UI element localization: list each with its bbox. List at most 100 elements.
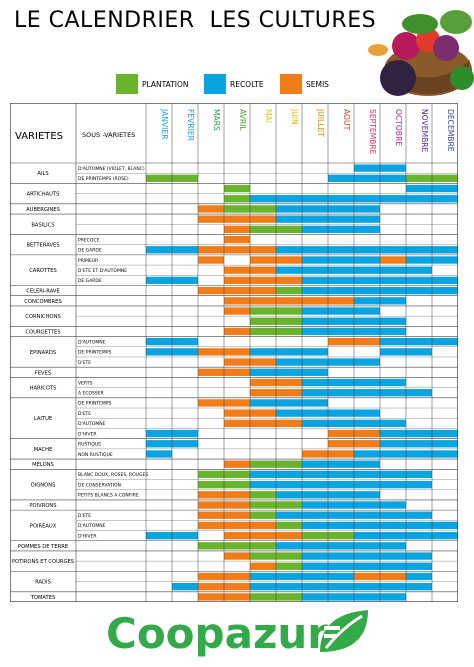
calendar-cell-recolte (302, 593, 328, 601)
calendar-cell-semis (224, 297, 250, 305)
variety-label: BASILICS (31, 222, 54, 228)
calendar-cell-recolte (302, 583, 328, 591)
calendar-cell-recolte (380, 501, 406, 509)
calendar-cell-semis (198, 348, 224, 356)
calendar-cell-recolte (276, 583, 302, 591)
calendar-cell-recolte (354, 327, 380, 336)
calendar-cell-recolte (146, 246, 172, 254)
calendar-cell-plantation (276, 317, 302, 325)
calendar-cell-recolte (354, 521, 380, 530)
calendar-cell-semis (198, 368, 224, 376)
calendar-cell-semis (328, 337, 354, 346)
calendar-cell-recolte (354, 276, 380, 285)
calendar-cell-recolte (172, 348, 198, 356)
calendar-cell-semis (198, 491, 224, 499)
calendar-cell-plantation (276, 562, 302, 570)
calendar-cell-recolte (380, 337, 406, 346)
calendar-cell-semis (250, 531, 276, 540)
sub-variety-label: D'HIVER (78, 533, 96, 539)
calendar-cell-semis (250, 297, 276, 305)
calendar-cell-semis (198, 399, 224, 407)
calendar-cell-recolte (328, 327, 354, 336)
calendar-cell-recolte (302, 348, 328, 356)
month-header: DECEMBRE (446, 109, 455, 152)
calendar-cell-plantation (224, 195, 250, 203)
variety-label: MELONS (32, 462, 54, 468)
calendar-cell-recolte (276, 399, 302, 407)
calendar-cell-semis (276, 531, 302, 540)
coopazur-logo: Coopazur (106, 609, 368, 658)
calendar-cell-recolte (276, 491, 302, 499)
calendar-cell-recolte (328, 491, 354, 499)
calendar-cell-semis (198, 511, 224, 519)
calendar-cell-plantation (172, 174, 198, 182)
calendar-cell-plantation (224, 184, 250, 193)
calendar-cell-semis (250, 276, 276, 285)
month-header: MAI (264, 109, 273, 123)
calendar-cell-plantation (276, 327, 302, 336)
calendar-cell-recolte (302, 562, 328, 570)
calendar-cell-recolte (354, 174, 380, 182)
calendar-cell-recolte (354, 358, 380, 366)
calendar-cell-recolte (302, 195, 328, 203)
calendar-cell-plantation (276, 225, 302, 234)
sub-variety-label: NON RUSTIQUE (78, 452, 113, 458)
calendar-cell-recolte (328, 521, 354, 530)
calendar-cell-recolte (380, 470, 406, 479)
month-header: AVRIL (238, 109, 247, 131)
calendar-cell-recolte (354, 542, 380, 550)
sub-variety-label: D'ETE (78, 360, 91, 366)
calendar-cell-recolte (302, 378, 328, 387)
calendar-cell-semis (354, 440, 380, 448)
calendar-cell-recolte (328, 307, 354, 315)
calendar-cell-recolte (328, 358, 354, 366)
calendar-cell-recolte (354, 511, 380, 519)
calendar-cell-semis (198, 205, 224, 213)
variety-label: COURGETTES (25, 329, 60, 335)
calendar-cell-semis (198, 572, 224, 581)
calendar-cell-recolte (250, 195, 276, 203)
calendar-cell-recolte (380, 583, 406, 591)
calendar-cell-semis (250, 266, 276, 274)
calendar-cell-recolte (328, 572, 354, 581)
month-header: MARS (212, 109, 221, 131)
calendar-cell-recolte (380, 531, 406, 540)
calendar-cell-recolte (406, 348, 432, 356)
sub-variety-label: A ECOSSER (78, 391, 104, 397)
sub-variety-label: VERTS (78, 380, 92, 386)
calendar-cell-semis (250, 419, 276, 428)
calendar-cell-recolte (328, 205, 354, 213)
calendar-cell-recolte (406, 256, 432, 264)
sub-variety-label: DE GARDE (78, 248, 102, 254)
calendar-cell-semis (328, 440, 354, 448)
calendar-cell-recolte (406, 470, 432, 479)
calendar-cell-semis (198, 583, 224, 591)
calendar-cell-recolte (380, 164, 406, 172)
calendar-cell-recolte (354, 389, 380, 397)
calendar-cell-semis (250, 409, 276, 417)
calendar-cell-recolte (406, 440, 432, 448)
calendar-cell-semis (224, 307, 250, 315)
variety-label: POTIRONS ET COURGES (12, 559, 74, 565)
calendar-cell-recolte (354, 593, 380, 601)
month-header: JUIN (290, 108, 299, 125)
calendar-cell-recolte (302, 480, 328, 489)
variety-label: POIVRONS (29, 503, 56, 509)
calendar-cell-semis (250, 286, 276, 295)
calendar-cell-semis (198, 501, 224, 509)
calendar-cell-semis (328, 297, 354, 305)
calendar-cell-recolte (328, 409, 354, 417)
calendar-cell-semis (224, 572, 250, 581)
calendar-cell-plantation (224, 205, 250, 213)
calendar-cell-recolte (276, 511, 302, 519)
calendar-cell-recolte (276, 572, 302, 581)
calendar-cell-semis (250, 246, 276, 254)
calendar-cell-recolte (406, 450, 432, 458)
sub-variety-label: D'ETE (78, 411, 91, 417)
calendar-cell-recolte (380, 419, 406, 428)
calendar-cell-recolte (406, 531, 432, 540)
calendar-cell-semis (224, 327, 250, 336)
variety-label: POMMES DE TERRE (18, 544, 68, 550)
calendar-cell-recolte (276, 480, 302, 489)
calendar-cell-semis (198, 521, 224, 530)
